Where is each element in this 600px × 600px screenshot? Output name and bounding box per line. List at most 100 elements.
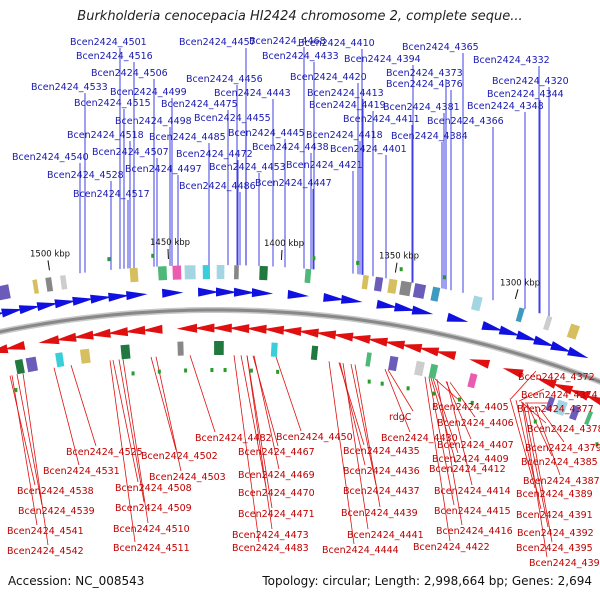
forward-gene-label: Bcen2424_4455 xyxy=(194,113,271,124)
forward-gene-label: Bcen2424_4401 xyxy=(330,144,407,155)
reverse-gene-arrow xyxy=(4,341,26,350)
scale-tick-mark xyxy=(280,249,283,260)
backbone-shadow xyxy=(0,307,600,385)
forward-gene-label: Bcen2424_4421 xyxy=(286,160,363,171)
forward-gene-arrow xyxy=(533,335,555,347)
outer-category-block xyxy=(32,279,39,294)
inner-category-block xyxy=(55,352,65,368)
reverse-gene-label: Bcen2424_4416 xyxy=(436,526,513,537)
forward-gene-label: Bcen2424_4443 xyxy=(214,88,291,99)
reverse-leader-line xyxy=(112,360,139,483)
forward-gene-arrow xyxy=(411,305,434,315)
forward-gene-arrow xyxy=(216,287,238,297)
gc-marker xyxy=(157,369,161,374)
reverse-gene-label: Bcen2424_4502 xyxy=(141,451,218,462)
reverse-gene-label: Bcen2424_4372 xyxy=(518,372,595,383)
reverse-leader-line xyxy=(526,403,553,457)
forward-gene-arrow xyxy=(481,321,504,331)
reverse-leader-line xyxy=(53,367,80,466)
reverse-gene-label: Bcen2424_4538 xyxy=(17,486,94,497)
inner-category-block xyxy=(120,344,131,360)
gc-marker xyxy=(276,369,280,374)
reverse-leader-line xyxy=(509,398,536,489)
gc-marker xyxy=(312,256,316,261)
inner-category-block xyxy=(310,345,319,361)
reverse-leader-line xyxy=(150,356,177,451)
forward-gene-arrow xyxy=(72,296,94,306)
forward-gene-label: Bcen2424_4332 xyxy=(473,55,550,66)
gc-marker xyxy=(432,391,436,396)
reverse-gene-arrow xyxy=(349,335,371,344)
reverse-leader-line xyxy=(521,401,548,558)
reverse-leader-line xyxy=(434,378,461,402)
outer-category-block xyxy=(202,265,210,280)
reverse-gene-label: rdgC xyxy=(389,412,412,423)
inner-category-block xyxy=(177,341,184,356)
forward-gene-arrow xyxy=(18,305,41,315)
forward-gene-label: Bcen2424_4516 xyxy=(76,51,153,62)
forward-gene-label: Bcen2424_4420 xyxy=(290,72,367,83)
reverse-leader-line xyxy=(424,376,451,542)
backbone-line xyxy=(0,308,600,384)
reverse-leader-line xyxy=(428,377,455,506)
reverse-gene-label: Bcen2424_4407 xyxy=(437,440,514,451)
reverse-leader-line xyxy=(109,360,136,543)
reverse-gene-arrow xyxy=(401,344,423,353)
gc-marker xyxy=(14,388,18,393)
forward-gene-label: Bcen2424_4419 xyxy=(309,100,386,111)
outer-category-block xyxy=(361,274,369,290)
forward-gene-label: Bcen2424_4515 xyxy=(74,98,151,109)
reverse-gene-label: Bcen2424_4409 xyxy=(432,454,509,465)
chromosome-backbone xyxy=(0,307,600,385)
reverse-leader-line xyxy=(9,375,36,486)
reverse-gene-arrow xyxy=(246,324,267,334)
reverse-gene-arrow xyxy=(502,368,524,379)
reverse-gene-arrow xyxy=(38,335,60,345)
forward-gene-label: Bcen2424_4344 xyxy=(487,89,564,100)
reverse-leader-line xyxy=(342,362,369,530)
forward-gene-arrow xyxy=(498,325,521,336)
reverse-leader-line xyxy=(387,369,414,412)
reverse-leader-line xyxy=(70,365,97,447)
forward-gene-arrow xyxy=(108,292,130,302)
forward-gene-label: Bcen2424_4411 xyxy=(343,114,420,125)
feature-tracks xyxy=(0,253,600,447)
reverse-gene-label: Bcen2424_4539 xyxy=(18,506,95,517)
reverse-gene-label: Bcen2424_4392 xyxy=(517,528,594,539)
forward-gene-label: Bcen2424_4384 xyxy=(391,131,468,142)
forward-gene-arrow xyxy=(126,291,148,301)
reverse-gene-label: Bcen2424_4387 xyxy=(523,476,600,487)
inner-category-block xyxy=(270,342,278,357)
reverse-gene-label: Bcen2424_4509 xyxy=(115,503,192,514)
forward-gene-label: Bcen2424_4528 xyxy=(47,170,124,181)
reverse-gene-arrow xyxy=(384,340,406,350)
reverse-gene-arrow xyxy=(263,325,285,335)
reverse-gene-label: Bcen2424_4399 xyxy=(529,558,600,569)
gc-marker xyxy=(470,400,474,405)
outer-category-block xyxy=(304,268,312,284)
outer-category-block xyxy=(60,275,68,290)
reverse-gene-arrow xyxy=(298,328,319,338)
reverse-gene-label: Bcen2424_4471 xyxy=(238,509,315,520)
reverse-gene-arrow xyxy=(315,330,337,340)
forward-gene-label: Bcen2424_4485 xyxy=(149,132,226,143)
forward-gene-label: Bcen2424_4348 xyxy=(467,101,544,112)
reverse-gene-arrow xyxy=(435,351,457,361)
forward-gene-arrow xyxy=(550,341,572,353)
reverse-gene-arrow xyxy=(176,323,198,333)
inner-category-block xyxy=(554,399,568,416)
reverse-gene-label: Bcen2424_4437 xyxy=(343,486,420,497)
reverse-gene-label: Bcen2424_4511 xyxy=(113,543,190,554)
scale-tick-label: 1350 kbp xyxy=(379,252,419,262)
reverse-gene-arrow xyxy=(211,323,232,333)
forward-gene-arrow xyxy=(394,302,416,312)
reverse-leader-line xyxy=(328,361,355,545)
reverse-leader-line xyxy=(510,370,537,399)
reverse-gene-label: Bcen2424_4469 xyxy=(238,470,315,481)
forward-gene-label: Bcen2424_4457 xyxy=(179,37,256,48)
gc-marker xyxy=(595,442,599,447)
reverse-gene-arrow xyxy=(469,359,491,369)
reverse-gene-label: Bcen2424_4395 xyxy=(516,543,593,554)
reverse-gene-arrow xyxy=(141,324,163,334)
forward-gene-label: Bcen2424_4518 xyxy=(67,130,144,141)
